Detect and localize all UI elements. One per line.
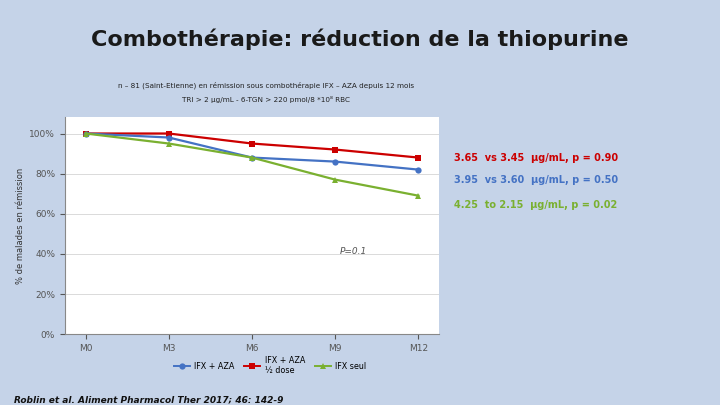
Legend: IFX + AZA, IFX + AZA
½ dose, IFX seul: IFX + AZA, IFX + AZA ½ dose, IFX seul [171,352,369,378]
Text: Roblin et al. Aliment Pharmacol Ther 2017; 46: 142-9: Roblin et al. Aliment Pharmacol Ther 201… [14,395,284,404]
Text: 4.25  to 2.15  μg/mL, p = 0.02: 4.25 to 2.15 μg/mL, p = 0.02 [454,200,618,210]
Text: n – 81 (Saint-Etienne) en rémission sous combothérapie IFX – AZA depuis 12 mois: n – 81 (Saint-Etienne) en rémission sous… [118,81,415,89]
Y-axis label: % de malades en rémission: % de malades en rémission [16,168,25,284]
Text: 3.95  vs 3.60  μg/mL, p = 0.50: 3.95 vs 3.60 μg/mL, p = 0.50 [454,175,618,185]
Text: 3.65  vs 3.45  μg/mL, p = 0.90: 3.65 vs 3.45 μg/mL, p = 0.90 [454,153,618,162]
Text: TRI > 2 μg/mL - 6-TGN > 220 pmol/8 *10⁸ RBC: TRI > 2 μg/mL - 6-TGN > 220 pmol/8 *10⁸ … [182,96,351,103]
Text: P=0.1: P=0.1 [339,247,366,256]
Text: Combothérapie: réduction de la thiopurine: Combothérapie: réduction de la thiopurin… [91,28,629,50]
